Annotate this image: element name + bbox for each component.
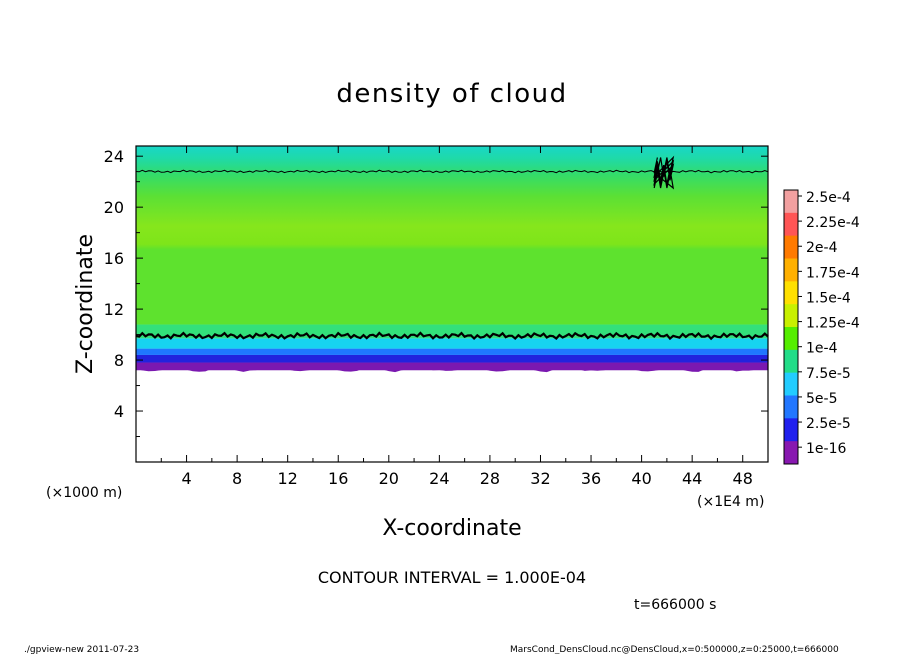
colorbar-label: 2.25e-4	[806, 215, 860, 231]
x-tick-label: 4	[181, 469, 191, 488]
x-tick-label: 28	[480, 469, 500, 488]
colorbar-swatch	[784, 281, 798, 305]
density-band-3	[136, 348, 768, 355]
plot-area	[135, 145, 769, 463]
density-band-4	[136, 338, 768, 349]
colorbar-swatch	[784, 212, 798, 237]
colorbar-swatch	[784, 441, 798, 465]
colorbar-swatch	[784, 190, 798, 214]
contour-disturbance	[653, 155, 675, 190]
colorbar-swatch	[784, 304, 798, 328]
y-tick-label: 4	[114, 402, 124, 421]
x-tick-label: 20	[379, 469, 399, 488]
contour-lines	[135, 155, 769, 341]
y-tick-label: 24	[104, 147, 124, 166]
x-axis: 4 8 12 16 20 24 28 32 36 40 44 48	[160, 146, 769, 488]
colorbar-label: 1.5e-4	[806, 290, 851, 306]
colorbar-label: 7.5e-5	[806, 366, 851, 382]
density-band-2	[136, 354, 768, 363]
x-tick-label: 48	[733, 469, 753, 488]
y-tick-label: 20	[104, 198, 124, 217]
colorbar-label: 5e-5	[806, 391, 837, 407]
density-band-0	[136, 370, 768, 462]
x-unit-left: (×1000 m)	[46, 485, 122, 501]
contour-line-0	[135, 331, 769, 341]
density-gradient	[136, 146, 768, 325]
colorbar-label: 2.5e-5	[806, 416, 851, 432]
colorbar-frame	[783, 189, 799, 465]
colorbar-swatch	[784, 372, 798, 396]
y-axis: 4 8 12 16 20 24	[104, 147, 768, 438]
y-tick-label: 12	[104, 300, 124, 319]
y-axis-label: Z-coordinate	[73, 234, 98, 374]
y-tick-label: 16	[104, 249, 124, 268]
colorbar-swatch	[784, 327, 798, 351]
colorbar-swatch	[784, 418, 798, 442]
colorbar-label: 1.25e-4	[806, 316, 860, 332]
colorbar-label: 2.5e-4	[806, 190, 851, 206]
colorbar-label: 1e-16	[806, 441, 846, 457]
lower-cloud-edge	[136, 362, 768, 373]
y-tick-label: 8	[114, 351, 124, 370]
colorbar-swatch	[784, 258, 798, 282]
time-label: t=666000 s	[634, 597, 716, 613]
chart-title: density of cloud	[336, 79, 567, 109]
x-tick-label: 44	[682, 469, 702, 488]
x-tick-label: 16	[328, 469, 348, 488]
x-tick-label: 36	[581, 469, 601, 488]
colorbar-swatch	[784, 395, 798, 419]
x-tick-label: 8	[232, 469, 242, 488]
colorbar-label: 1e-4	[806, 341, 838, 357]
x-tick-label: 12	[278, 469, 298, 488]
contour-interval-label: CONTOUR INTERVAL = 1.000E-04	[318, 568, 586, 587]
footer-right: MarsCond_DensCloud.nc@DensCloud,x=0:5000…	[510, 645, 839, 654]
colorbar-swatch	[784, 235, 798, 259]
colorbar-label: 1.75e-4	[806, 265, 860, 281]
colorbar-swatch	[784, 349, 798, 374]
x-unit-right: (×1E4 m)	[697, 494, 764, 510]
colorbar: 2.5e-4 2.25e-4 2e-4 1.75e-4 1.5e-4 1.25e-4 1e-…	[783, 189, 860, 465]
x-tick-label: 32	[530, 469, 550, 488]
footer-left: ./gpview-new 2011-07-23	[24, 645, 139, 654]
x-tick-label: 24	[429, 469, 449, 488]
x-tick-label: 40	[631, 469, 651, 488]
x-axis-label: X-coordinate	[382, 516, 521, 541]
plot-frame	[135, 145, 769, 463]
density-bands	[136, 146, 768, 462]
colorbar-label: 2e-4	[806, 240, 838, 256]
